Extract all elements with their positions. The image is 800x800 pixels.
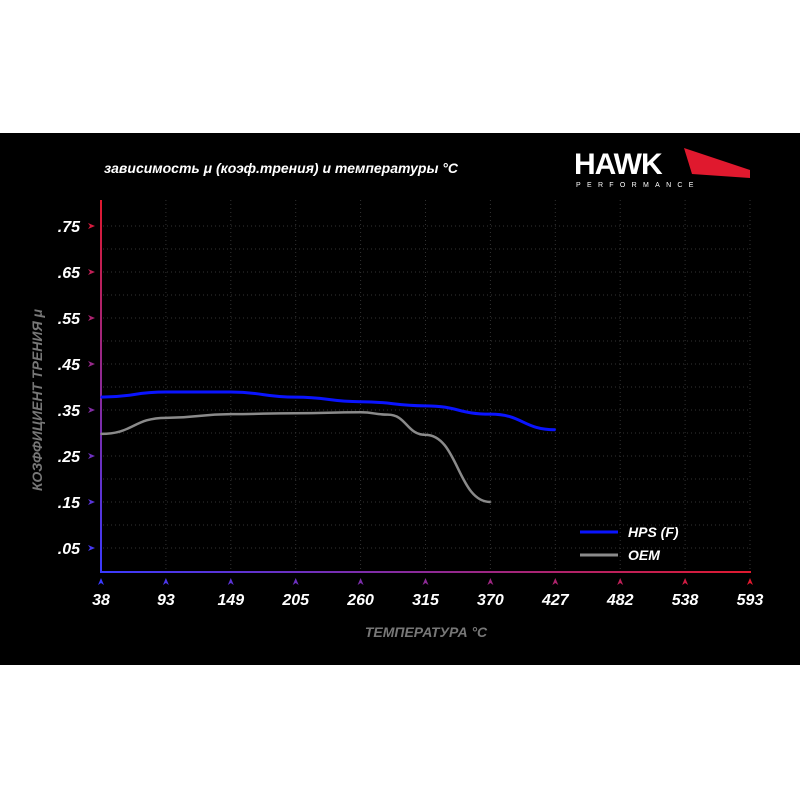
x-tick-arrow [292,578,299,585]
y-tick-arrow [88,545,95,551]
data-point [230,391,232,393]
x-axis [100,571,751,573]
data-point [554,428,557,431]
y-tick-arrow [88,223,95,229]
x-tick-label: 315 [412,592,440,609]
x-tick-label: 538 [672,592,699,609]
y-tick-arrow [88,315,95,321]
x-tick-label: 149 [217,592,244,609]
data-point [386,413,389,416]
y-tick-label: .05 [58,541,81,558]
x-tick-arrow [552,578,559,585]
data-point [489,501,492,503]
data-point [294,396,297,398]
x-tick-arrow [682,578,689,585]
data-point [359,400,362,403]
x-tick-label: 370 [477,592,504,609]
data-point [100,396,102,398]
y-axis-label: КОЗФФИЦИЕНТ ТРЕНИЯ μ [29,308,45,491]
y-tick-label: .25 [58,449,81,466]
x-tick-arrow [487,578,494,585]
x-tick-label: 205 [281,592,310,609]
chart-title: зависимость μ (коэф.трения) и температур… [104,160,458,176]
x-tick-arrow [227,578,234,585]
y-tick-label: .55 [58,311,81,328]
x-tick-arrow [617,578,624,585]
legend-label-hps: HPS (F) [628,524,679,540]
x-tick-label: 593 [737,592,764,609]
data-point [424,405,427,407]
y-tick-label: .65 [58,265,81,282]
y-tick-arrow [88,361,95,367]
svg-text:PERFORMANCE: PERFORMANCE [576,182,700,189]
data-point [165,417,167,419]
data-point [100,433,102,435]
chart-background [0,133,800,665]
y-tick-arrow [88,499,95,505]
svg-text:HAWK: HAWK [574,148,663,181]
x-axis-label: ТЕМПЕРАТУРА °С [365,624,488,640]
legend-label-oem: OEM [628,547,660,563]
x-tick-label: 427 [541,592,570,609]
x-tick-label: 482 [606,592,634,609]
y-tick-arrow [88,407,95,413]
data-point [359,411,362,414]
y-tick-label: .15 [58,495,81,512]
data-point [424,434,427,436]
y-tick-label: .35 [58,403,81,420]
y-tick-label: .75 [58,219,81,236]
hawk-performance-logo: HAWK PERFORMANCE [574,148,750,189]
y-axis [100,200,102,572]
y-tick-label: .45 [58,357,81,374]
x-tick-arrow [162,578,169,585]
x-tick-label: 260 [346,592,374,609]
data-point [230,413,232,415]
x-tick-label: 93 [157,592,175,609]
x-tick-label: 38 [92,592,110,609]
data-point [165,391,167,393]
data-point [294,412,297,415]
series-line-hps [100,390,556,432]
data-point [489,413,492,415]
y-tick-arrow [88,269,95,275]
x-tick-arrow [357,578,364,585]
y-tick-arrow [88,453,95,459]
x-tick-arrow [422,578,429,585]
x-tick-arrow [98,578,104,585]
x-tick-arrow [747,578,753,585]
